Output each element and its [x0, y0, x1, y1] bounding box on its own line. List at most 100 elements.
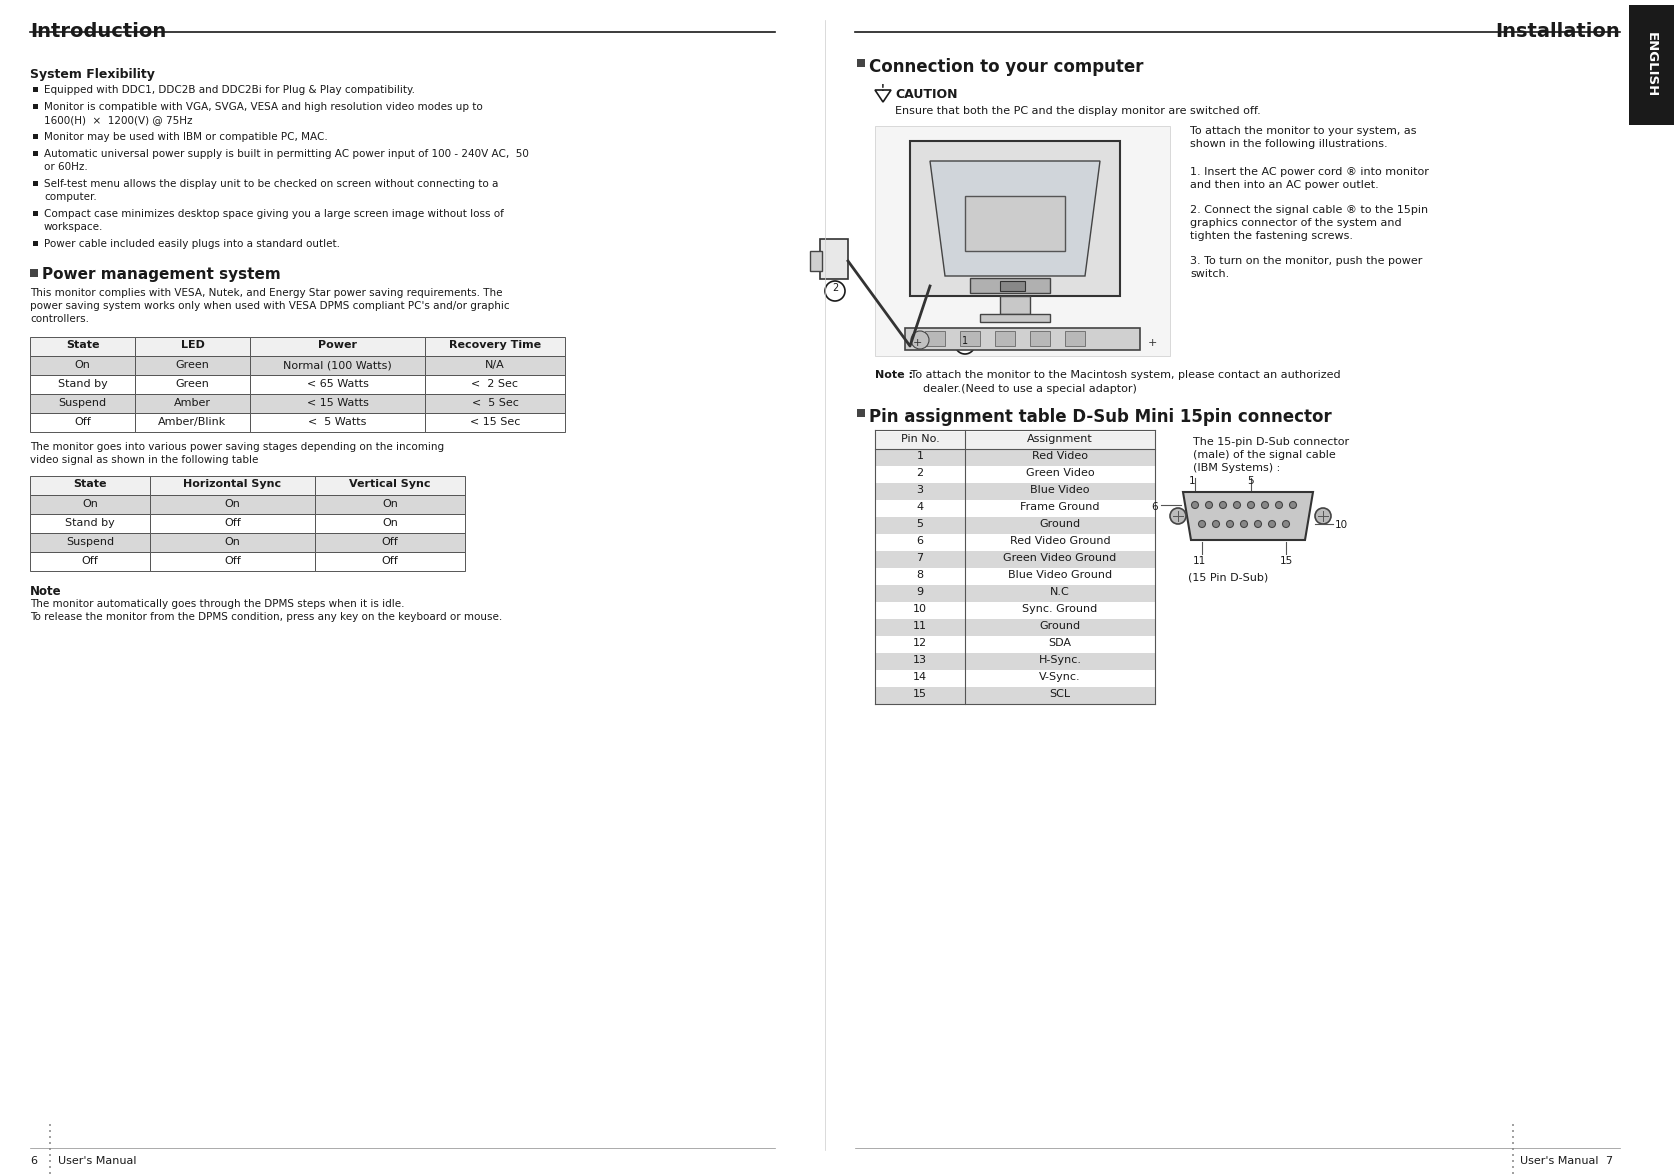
- Bar: [999, 281, 1025, 290]
- Bar: [250, 394, 424, 413]
- Bar: [875, 449, 964, 466]
- Text: Stand by: Stand by: [57, 379, 107, 389]
- Bar: [30, 269, 39, 278]
- Text: Ensure that both the PC and the display monitor are switched off.: Ensure that both the PC and the display …: [896, 106, 1261, 116]
- Circle shape: [1513, 1136, 1514, 1138]
- Text: Ground: Ground: [1040, 519, 1080, 529]
- Bar: [30, 394, 136, 413]
- Bar: [959, 330, 979, 346]
- Text: 6: 6: [1152, 502, 1159, 512]
- Text: LED: LED: [181, 340, 205, 350]
- Bar: [964, 466, 1155, 483]
- Text: On: On: [74, 360, 91, 370]
- Text: graphics connector of the system and: graphics connector of the system and: [1191, 218, 1402, 228]
- Text: 7: 7: [916, 553, 924, 563]
- Circle shape: [1248, 501, 1254, 508]
- Bar: [250, 375, 424, 394]
- Bar: [964, 517, 1155, 534]
- Text: Sync. Ground: Sync. Ground: [1023, 604, 1098, 614]
- Bar: [149, 476, 315, 495]
- Circle shape: [1234, 501, 1241, 508]
- Text: < 65 Watts: < 65 Watts: [307, 379, 369, 389]
- Circle shape: [1241, 521, 1248, 528]
- Text: Compact case minimizes desktop space giving you a large screen image without los: Compact case minimizes desktop space giv…: [44, 209, 503, 219]
- Text: 8: 8: [916, 570, 924, 580]
- Circle shape: [1513, 1148, 1514, 1150]
- Bar: [149, 533, 315, 552]
- Bar: [34, 181, 39, 186]
- Bar: [969, 278, 1050, 293]
- Circle shape: [1283, 521, 1290, 528]
- Text: 9: 9: [916, 587, 924, 597]
- Text: On: On: [382, 517, 397, 528]
- Bar: [250, 338, 424, 356]
- Bar: [1030, 330, 1050, 346]
- Bar: [424, 338, 565, 356]
- Text: 6: 6: [30, 1156, 37, 1165]
- Text: Red Video Ground: Red Video Ground: [1010, 536, 1110, 546]
- Circle shape: [1226, 521, 1234, 528]
- Bar: [30, 514, 149, 533]
- Text: State: State: [74, 479, 107, 489]
- Text: Power management system: Power management system: [42, 267, 280, 282]
- Bar: [1628, 5, 1674, 125]
- Bar: [315, 552, 465, 572]
- Circle shape: [954, 334, 974, 354]
- Bar: [875, 619, 964, 636]
- Bar: [136, 338, 250, 356]
- Bar: [34, 134, 39, 139]
- Text: 1: 1: [1189, 476, 1196, 486]
- Text: This monitor complies with VESA, Nutek, and Energy Star power saving requirement: This monitor complies with VESA, Nutek, …: [30, 288, 503, 298]
- Bar: [424, 356, 565, 375]
- Bar: [315, 533, 465, 552]
- Text: User's Manual: User's Manual: [1519, 1156, 1598, 1165]
- Bar: [34, 211, 39, 216]
- Text: Green: Green: [176, 360, 210, 370]
- Text: Green: Green: [176, 379, 210, 389]
- Text: shown in the following illustrations.: shown in the following illustrations.: [1191, 139, 1387, 149]
- Text: SCL: SCL: [1050, 689, 1070, 699]
- Text: or 60Hz.: or 60Hz.: [44, 162, 87, 172]
- Text: The 15-pin D-Sub connector: The 15-pin D-Sub connector: [1192, 437, 1348, 447]
- Text: +: +: [912, 338, 922, 348]
- Text: Red Video: Red Video: [1031, 452, 1088, 461]
- Bar: [250, 413, 424, 432]
- Text: To attach the monitor to your system, as: To attach the monitor to your system, as: [1191, 126, 1417, 136]
- Text: On: On: [82, 499, 97, 509]
- Text: < 15 Sec: < 15 Sec: [470, 417, 520, 427]
- Text: Recovery Time: Recovery Time: [449, 340, 542, 350]
- Text: 1: 1: [917, 452, 924, 461]
- Text: Pin No.: Pin No.: [901, 434, 939, 445]
- Bar: [857, 409, 865, 417]
- Text: CAUTION: CAUTION: [896, 88, 958, 101]
- Text: On: On: [225, 537, 240, 547]
- Text: computer.: computer.: [44, 192, 97, 202]
- Text: Off: Off: [382, 556, 399, 566]
- Bar: [424, 413, 565, 432]
- Circle shape: [1513, 1160, 1514, 1162]
- Bar: [964, 552, 1155, 568]
- Text: Amber/Blink: Amber/Blink: [158, 417, 226, 427]
- Circle shape: [1513, 1142, 1514, 1144]
- Bar: [136, 394, 250, 413]
- Bar: [30, 356, 136, 375]
- Bar: [149, 495, 315, 514]
- Circle shape: [1268, 521, 1276, 528]
- Text: 1: 1: [963, 336, 968, 346]
- Text: V-Sync.: V-Sync.: [1040, 671, 1080, 682]
- Circle shape: [1206, 501, 1212, 508]
- Text: To attach the monitor to the Macintosh system, please contact an authorized: To attach the monitor to the Macintosh s…: [907, 370, 1340, 380]
- Bar: [34, 87, 39, 92]
- Circle shape: [49, 1142, 50, 1144]
- Text: 2: 2: [832, 283, 838, 293]
- Bar: [1065, 330, 1085, 346]
- Text: ENGLISH: ENGLISH: [1645, 33, 1659, 98]
- Circle shape: [1191, 501, 1199, 508]
- Bar: [906, 328, 1140, 350]
- Bar: [964, 432, 1155, 449]
- Bar: [999, 296, 1030, 314]
- Text: and then into an AC power outlet.: and then into an AC power outlet.: [1191, 180, 1378, 191]
- Bar: [315, 495, 465, 514]
- Text: dealer.(Need to use a special adaptor): dealer.(Need to use a special adaptor): [922, 385, 1137, 394]
- Circle shape: [1315, 508, 1332, 524]
